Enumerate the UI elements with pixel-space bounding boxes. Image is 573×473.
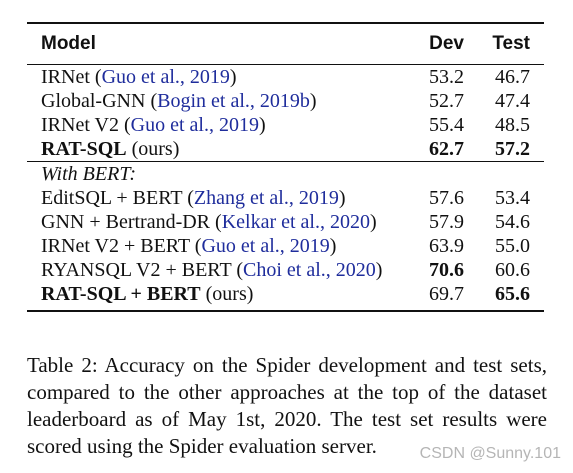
model-name: RAT-SQL + BERT bbox=[41, 283, 201, 305]
section-divider bbox=[27, 161, 544, 162]
model-cell: IRNet (Guo et al., 2019) bbox=[41, 66, 237, 88]
watermark: CSDN @Sunny.101 bbox=[419, 445, 561, 462]
model-cell: IRNet V2 (Guo et al., 2019) bbox=[41, 114, 266, 136]
test-score: 46.7 bbox=[495, 66, 530, 88]
model-name: IRNet V2 + BERT bbox=[41, 235, 190, 257]
model-name: IRNet V2 bbox=[41, 114, 119, 136]
model-cell: GNN + Bertrand-DR (Kelkar et al., 2020) bbox=[41, 211, 377, 233]
table-row: GNN + Bertrand-DR (Kelkar et al., 2020) 5… bbox=[27, 210, 544, 234]
section-label: With BERT: bbox=[41, 163, 136, 185]
dev-score: 53.2 bbox=[429, 66, 464, 88]
section-with-bert: With BERT: EditSQL + BERT (Zhang et al.,… bbox=[27, 162, 544, 306]
test-score: 53.4 bbox=[495, 187, 530, 209]
table-header-row: Model Dev Test bbox=[27, 24, 544, 65]
results-table-container: Model Dev Test IRNet (Guo et al., 2019) 5… bbox=[27, 22, 544, 312]
citation-link[interactable]: Guo et al., 2019 bbox=[101, 66, 230, 88]
dev-score: 70.6 bbox=[429, 259, 464, 281]
test-score: 65.6 bbox=[495, 283, 530, 305]
model-cell: Global-GNN (Bogin et al., 2019b) bbox=[41, 90, 317, 112]
model-name: RAT-SQL bbox=[41, 138, 127, 160]
header-test: Test bbox=[492, 33, 530, 54]
citation-link[interactable]: Zhang et al., 2019 bbox=[193, 187, 339, 209]
model-suffix: (ours) bbox=[205, 283, 254, 305]
test-score: 47.4 bbox=[495, 90, 530, 112]
dev-score: 55.4 bbox=[429, 114, 464, 136]
model-name: GNN + Bertrand-DR bbox=[41, 211, 211, 233]
test-score: 54.6 bbox=[495, 211, 530, 233]
test-score: 55.0 bbox=[495, 235, 530, 257]
table-row: RYANSQL V2 + BERT (Choi et al., 2020) 70.… bbox=[27, 258, 544, 282]
section-no-bert: IRNet (Guo et al., 2019) 53.2 46.7 Global-G… bbox=[27, 65, 544, 162]
citation-link[interactable]: Guo et al., 2019 bbox=[130, 114, 259, 136]
model-suffix: (ours) bbox=[131, 138, 180, 160]
model-name: IRNet bbox=[41, 66, 90, 88]
model-cell: RYANSQL V2 + BERT (Choi et al., 2020) bbox=[41, 259, 383, 281]
table-bottom-rule bbox=[27, 310, 544, 312]
model-cell: RAT-SQL (ours) bbox=[27, 137, 396, 161]
table-row: IRNet (Guo et al., 2019) 53.2 46.7 bbox=[27, 65, 544, 90]
table-row: IRNet V2 + BERT (Guo et al., 2019) 63.9 55… bbox=[27, 234, 544, 258]
model-name: RYANSQL V2 + BERT bbox=[41, 259, 232, 281]
model-cell: IRNet V2 + BERT (Guo et al., 2019) bbox=[41, 235, 337, 257]
dev-score: 57.6 bbox=[429, 187, 464, 209]
table-row: RAT-SQL + BERT (ours) 69.7 65.6 bbox=[27, 282, 544, 306]
dev-score: 52.7 bbox=[429, 90, 464, 112]
table-row: RAT-SQL (ours) 62.7 57.2 bbox=[27, 137, 544, 161]
dev-score: 57.9 bbox=[429, 211, 464, 233]
results-table-bert: With BERT: EditSQL + BERT (Zhang et al.,… bbox=[27, 162, 544, 306]
model-cell: RAT-SQL + BERT (ours) bbox=[27, 282, 396, 306]
header-model: Model bbox=[41, 33, 96, 54]
citation-link[interactable]: Guo et al., 2019 bbox=[201, 235, 330, 257]
table-top-rule bbox=[27, 22, 544, 24]
dev-score: 62.7 bbox=[429, 138, 464, 160]
table-row: EditSQL + BERT (Zhang et al., 2019) 57.6 5… bbox=[27, 186, 544, 210]
section-label-row: With BERT: bbox=[27, 162, 544, 186]
test-score: 48.5 bbox=[495, 114, 530, 136]
table-caption: Table 2: Accuracy on the Spider developm… bbox=[27, 353, 547, 458]
table-row: Global-GNN (Bogin et al., 2019b) 52.7 47.4 bbox=[27, 89, 544, 113]
test-score: 57.2 bbox=[495, 138, 530, 160]
citation-link[interactable]: Kelkar et al., 2020 bbox=[221, 211, 370, 233]
model-cell: EditSQL + BERT (Zhang et al., 2019) bbox=[41, 187, 346, 209]
citation-link[interactable]: Bogin et al., 2019b bbox=[157, 90, 310, 112]
citation-link[interactable]: Choi et al., 2020 bbox=[242, 259, 376, 281]
dev-score: 69.7 bbox=[429, 283, 464, 305]
table-row: IRNet V2 (Guo et al., 2019) 55.4 48.5 bbox=[27, 113, 544, 137]
model-name: EditSQL + BERT bbox=[41, 187, 183, 209]
results-table: Model Dev Test IRNet (Guo et al., 2019) 5… bbox=[27, 24, 544, 161]
header-dev: Dev bbox=[429, 33, 464, 54]
test-score: 60.6 bbox=[495, 259, 530, 281]
model-name: Global-GNN bbox=[41, 90, 146, 112]
dev-score: 63.9 bbox=[429, 235, 464, 257]
